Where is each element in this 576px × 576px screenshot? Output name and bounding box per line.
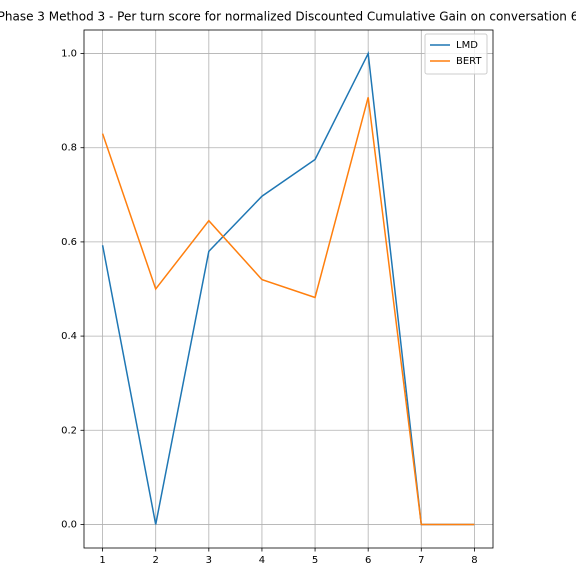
legend-label: BERT: [456, 56, 482, 67]
x-tick-label: 3: [206, 555, 212, 566]
y-tick-label: 0.6: [61, 237, 77, 248]
plot-frame: [83, 29, 494, 549]
chart-title: Phase 3 Method 3 - Per turn score for no…: [0, 10, 576, 24]
x-tick-label: 1: [99, 555, 105, 566]
x-tick-label: 6: [365, 555, 371, 566]
legend-box: [424, 33, 488, 75]
x-tick-label: 2: [153, 555, 159, 566]
x-tick-label: 8: [471, 555, 477, 566]
line-series: [101, 50, 475, 526]
y-tick-label: 0.0: [61, 519, 77, 530]
y-tick-label: 0.2: [61, 425, 77, 436]
y-tick-label: 1.0: [61, 49, 77, 60]
x-tick-label: 4: [259, 555, 265, 566]
y-tick-label: 0.8: [61, 143, 77, 154]
x-tick-label: 5: [312, 555, 318, 566]
x-tick-label: 7: [418, 555, 424, 566]
line-series: [101, 97, 475, 526]
y-tick-label: 0.4: [61, 331, 77, 342]
legend-label: LMD: [456, 40, 478, 51]
